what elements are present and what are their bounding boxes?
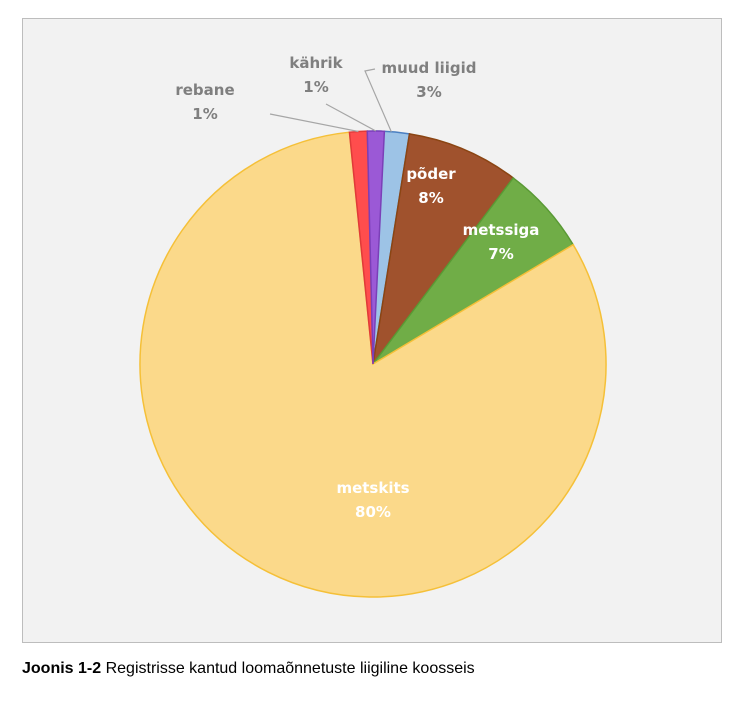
slice-label-name: rebane [175, 81, 234, 99]
caption-number: Joonis 1-2 [22, 660, 102, 677]
callout-line-muud-liigid [364, 68, 392, 132]
slice-label-name: metssiga [463, 221, 540, 239]
slice-label-percent: 8% [418, 189, 443, 207]
callout-line-rebane [269, 113, 359, 133]
figure-caption: Joonis 1-2 Registrisse kantud loomaõnnet… [22, 660, 475, 678]
slice-label-name: põder [406, 165, 456, 183]
caption-text: Registrisse kantud loomaõnnetuste liigil… [101, 660, 475, 677]
data-labels: muud liigid 3% põder 8% metssiga 7% metskits 80… [175, 54, 539, 521]
pie-slices [139, 130, 607, 598]
callout-lines [269, 68, 392, 133]
slice-label-percent: 1% [192, 105, 217, 123]
pie-slice-põder [372, 133, 515, 365]
slice-label-percent: 80% [355, 503, 391, 521]
slice-label-name: kährik [289, 54, 343, 72]
slice-label-name: metskits [336, 479, 409, 497]
slice-label-name: muud liigid [382, 59, 477, 77]
pie-chart: muud liigid 3% põder 8% metssiga 7% metskits 80… [139, 54, 607, 598]
slice-label-percent: 3% [416, 83, 441, 101]
chart-frame: muud liigid 3% põder 8% metssiga 7% metskits 80… [22, 18, 722, 643]
slice-label-percent: 1% [303, 78, 328, 96]
pie-slice-kährik [366, 130, 386, 365]
pie-slice-metskits [139, 131, 607, 598]
slice-label-percent: 7% [488, 245, 513, 263]
callout-line-kährik [325, 103, 377, 132]
